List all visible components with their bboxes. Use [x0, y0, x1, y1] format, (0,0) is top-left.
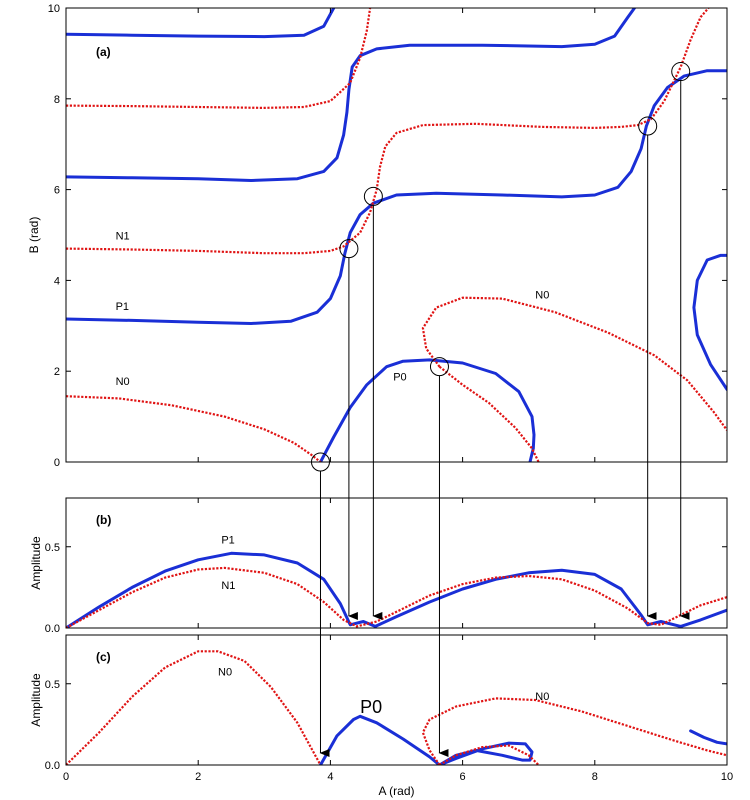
panel-3-y-tick-label: 0.0: [45, 760, 60, 772]
panel-1-series-label-p1: P1: [116, 301, 129, 313]
panel-3-series-red-line-3: [421, 697, 727, 765]
panel-1-y-tick-label: 10: [48, 3, 60, 15]
panel-3-series-blue-line-5: [689, 729, 727, 746]
panel-1-series-blue-line-2: [66, 8, 636, 182]
panel-1-y-tick-label: 8: [54, 94, 60, 106]
panel-2-series-red-line-2: [66, 566, 727, 628]
frames-layer: [65, 7, 728, 766]
panel-1-series-label-p0: P0: [393, 371, 406, 383]
panel-2-y-tick-label: 0.0: [45, 623, 60, 635]
panel-3-y-axis-title: Amplitude: [29, 673, 43, 727]
panel-1-y-axis-title: B (rad): [27, 217, 41, 254]
panel-1-plot-area: [66, 8, 727, 462]
panel-1-y-tick-label: 2: [54, 366, 60, 378]
panel-3-x-tick-label: 4: [327, 771, 333, 783]
panel-3-y-tick-label: 0.5: [45, 679, 60, 691]
panel-1-series-red-line-7: [66, 8, 710, 255]
panel-3-x-tick-label: 8: [592, 771, 598, 783]
panel-3-x-tick-label: 0: [63, 771, 69, 783]
panel-1-series-label-n0: N0: [535, 290, 549, 302]
panel-3-x-tick-label: 2: [195, 771, 201, 783]
panel-3-x-tick-label: 10: [721, 771, 733, 783]
arrows-layer: [319, 80, 690, 757]
panel-3-series-label-p0: P0: [360, 697, 382, 717]
panel-3-series-label-n0: N0: [218, 667, 232, 679]
panel-1-series-red-line-8: [66, 8, 372, 110]
panel-1-series-red-line-6: [66, 395, 322, 462]
panel-2-y-axis-title: Amplitude: [29, 536, 43, 590]
panel-2-series-label-n1: N1: [221, 580, 235, 592]
panel-1-series-label-n1: N1: [116, 231, 130, 243]
panel-3-series-red-line-4: [438, 744, 540, 765]
panel-2-frame: [65, 497, 728, 629]
panel-1-series-blue-line-5: [692, 253, 727, 391]
panel-2-label: (b): [96, 513, 111, 527]
panel-3-x-axis-title: A (rad): [378, 784, 414, 798]
panel-1-y-tick-label: 6: [54, 185, 60, 197]
panel-1-y-tick-label: 0: [54, 457, 60, 469]
panel-1-y-tick-label: 4: [54, 275, 60, 287]
panel-3-plot-area: [66, 650, 727, 765]
panel-1-series-red-line-10: [438, 365, 540, 462]
panel-1-frame: [65, 7, 728, 463]
panel-2-plot-area: [66, 551, 727, 628]
panel-1-label: (a): [96, 45, 111, 59]
panel-3-series-label-n0: N0: [535, 691, 549, 703]
panel-1-series-blue-line-1: [66, 69, 727, 325]
panel-3-label: (c): [96, 650, 111, 664]
series-layer: [66, 8, 727, 765]
panel-1-series-red-line-9: [421, 296, 727, 431]
panel-2-y-tick-label: 0.5: [45, 542, 60, 554]
panel-3-frame: [65, 634, 728, 766]
panel-3-series-blue-line-2: [319, 714, 534, 765]
panel-1-series-blue-line-3: [66, 8, 336, 39]
panel-3-series-red-line-1: [66, 650, 322, 765]
panel-2-series-label-p1: P1: [221, 535, 234, 547]
panel-2-series-blue-line-1: [66, 551, 727, 628]
panel-3-x-tick-label: 6: [460, 771, 466, 783]
panel-1-series-blue-line-4: [319, 358, 536, 462]
panel-1-series-label-n0: N0: [116, 376, 130, 388]
